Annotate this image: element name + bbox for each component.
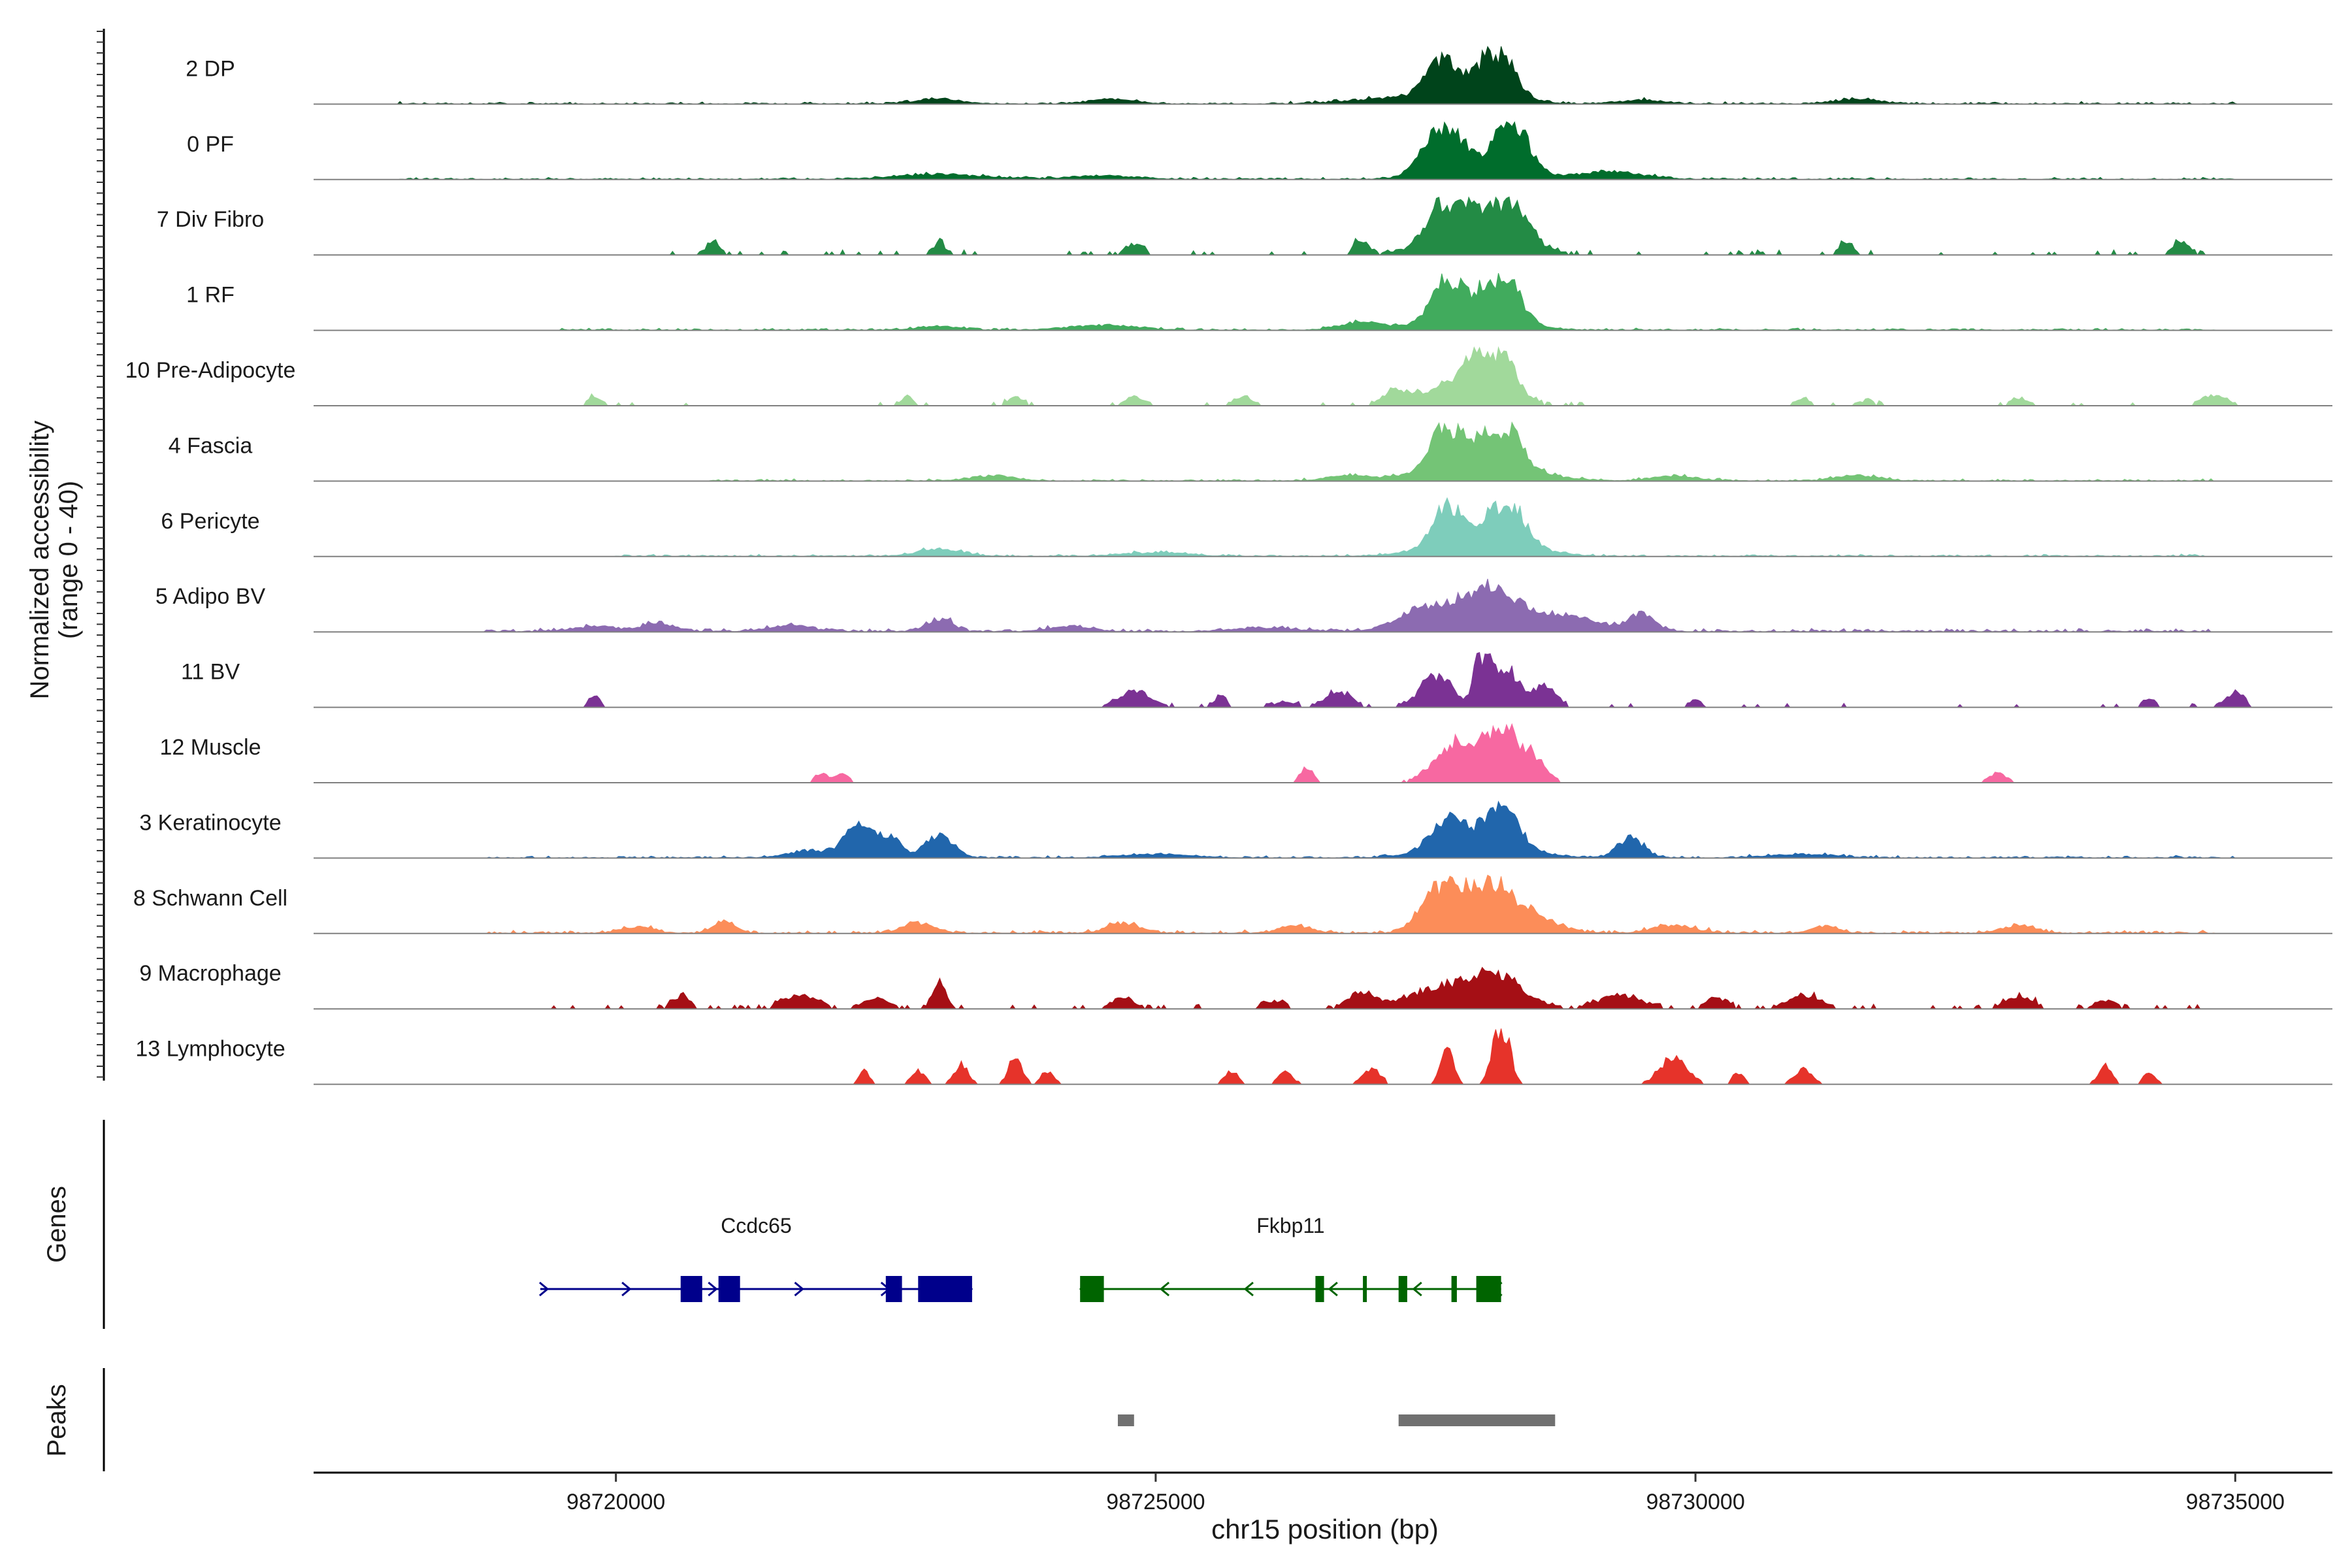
x-tick-label: 98735000 (2186, 1490, 2285, 1514)
track-label: 13 Lymphocyte (135, 1037, 285, 1062)
track-8-schwann-cell: 8 Schwann Cell (133, 874, 2332, 934)
track-label: 6 Pericyte (161, 509, 259, 534)
track-label: 8 Schwann Cell (133, 886, 287, 911)
y-axis (97, 29, 105, 1081)
strand-arrow (1243, 1281, 1254, 1297)
peak-region (1398, 1414, 1556, 1426)
gene-exon (1398, 1276, 1407, 1302)
strand-arrow (1328, 1281, 1338, 1297)
track-4-fascia: 4 Fascia (169, 421, 2332, 482)
x-tick-label: 98720000 (566, 1490, 665, 1514)
track-3-keratinocyte: 3 Keratinocyte (139, 800, 2332, 859)
coverage-area (314, 800, 2332, 858)
gene-name-label: Ccdc65 (721, 1214, 792, 1237)
gene-exon (1476, 1276, 1501, 1302)
track-label: 3 Keratinocyte (139, 810, 281, 835)
coverage-area (314, 723, 2332, 783)
track-label: 9 Macrophage (139, 961, 281, 986)
coverage-area (314, 874, 2332, 934)
strand-arrow (794, 1281, 804, 1297)
track-label: 7 Div Fibro (157, 207, 264, 232)
track-label: 12 Muscle (160, 735, 261, 760)
strand-arrow (1159, 1281, 1170, 1297)
coverage-area (314, 121, 2332, 180)
y-axis-label-line1: Normalized accessibility (25, 421, 54, 700)
coverage-area (314, 421, 2332, 482)
gene-exon (1451, 1276, 1457, 1302)
coverage-area (314, 272, 2332, 331)
gene-exon (1315, 1276, 1324, 1302)
coverage-area (314, 966, 2332, 1010)
gene-annotation-track: Ccdc65 Fkbp11 (539, 1214, 1503, 1302)
gene-name-label: Fkbp11 (1256, 1214, 1324, 1237)
gene-exon (1363, 1276, 1367, 1302)
coverage-area (314, 346, 2332, 406)
x-tick-label: 98730000 (1646, 1490, 1744, 1514)
strand-arrow (621, 1281, 632, 1297)
coverage-area (314, 1028, 2332, 1085)
peak-region (1118, 1414, 1134, 1426)
strand-arrow (708, 1281, 718, 1297)
track-12-muscle: 12 Muscle (160, 723, 2332, 783)
track-11-bv: 11 BV (181, 652, 2332, 708)
x-axis-label: chr15 position (bp) (1211, 1514, 1439, 1544)
track-13-lymphocyte: 13 Lymphocyte (135, 1028, 2332, 1085)
y-axis-label-line2: (range 0 - 40) (54, 481, 83, 639)
track-6-pericyte: 6 Pericyte (161, 497, 2332, 557)
x-axis: 98720000 98725000 98730000 98735000 (314, 1471, 2332, 1514)
coverage-area (314, 497, 2332, 557)
track-label: 5 Adipo BV (155, 584, 266, 609)
track-7-div-fibro: 7 Div Fibro (157, 196, 2332, 256)
peaks-track (1118, 1414, 1556, 1426)
coverage-area (314, 578, 2332, 632)
track-label: 11 BV (181, 660, 240, 685)
gene-ccdc65: Ccdc65 (539, 1214, 973, 1302)
track-label: 4 Fascia (169, 433, 253, 458)
strand-arrow (539, 1281, 549, 1297)
track-label: 10 Pre-Adipocyte (125, 358, 296, 383)
x-tick-label: 98725000 (1106, 1490, 1205, 1514)
coverage-area (314, 196, 2332, 256)
track-0-pf: 0 PF (187, 121, 2332, 180)
track-label: 2 DP (186, 56, 235, 81)
genes-track-label: Genes (42, 1186, 71, 1263)
gene-exon (680, 1276, 702, 1302)
track-10-pre-adipocyte: 10 Pre-Adipocyte (125, 346, 2332, 406)
coverage-area (314, 46, 2332, 105)
gene-exon (885, 1276, 902, 1302)
strand-arrow (1412, 1281, 1422, 1297)
coverage-area (314, 652, 2332, 708)
gene-fkbp11: Fkbp11 (1079, 1214, 1503, 1302)
gene-exon (918, 1276, 972, 1302)
track-2-dp: 2 DP (186, 46, 2332, 105)
gene-exon (718, 1276, 740, 1302)
peaks-track-label: Peaks (42, 1384, 71, 1456)
track-label: 1 RF (186, 283, 235, 308)
track-9-macrophage: 9 Macrophage (139, 961, 2332, 1010)
gene-exon (1080, 1276, 1104, 1302)
accessibility-tracks: 2 DP 0 PF 7 Div Fibro 1 RF 10 Pre-Adipocyte 4… (125, 46, 2332, 1085)
track-label: 0 PF (187, 132, 234, 157)
track-1-rf: 1 RF (186, 272, 2332, 331)
track-5-adipo-bv: 5 Adipo BV (155, 578, 2332, 633)
